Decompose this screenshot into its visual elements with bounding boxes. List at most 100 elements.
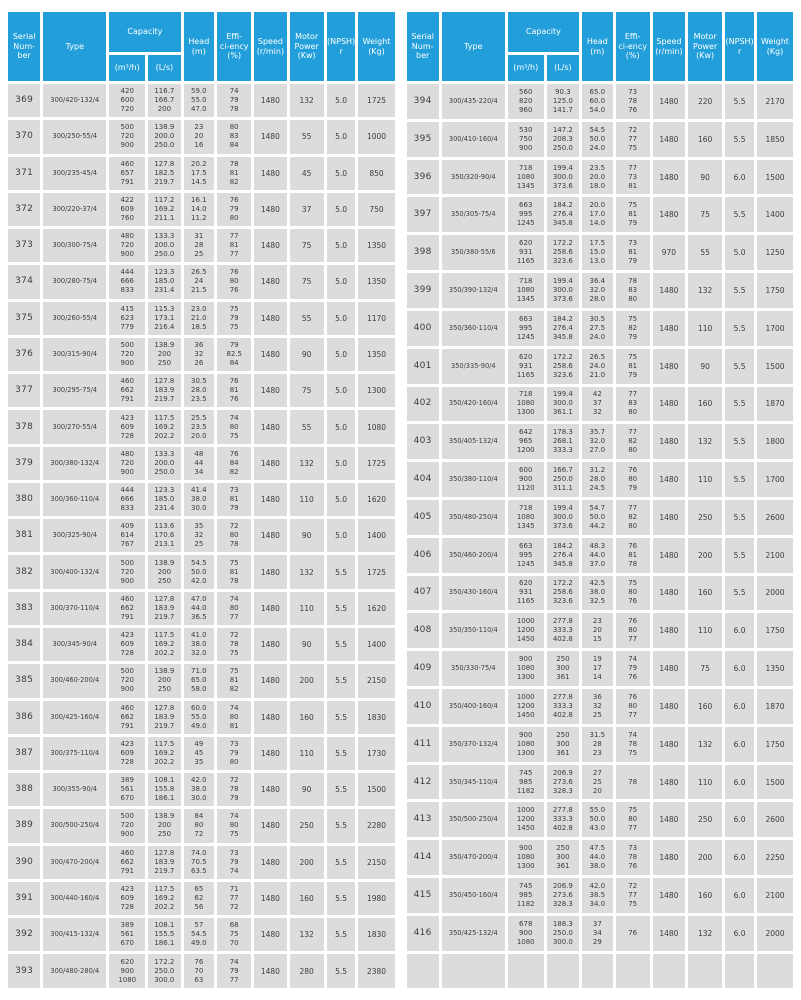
cell-type: 300/345-90/4 — [43, 627, 107, 662]
table-row: 402 350/420-160/4 718 1080 1300 199.4 300.0… — [406, 386, 793, 422]
cell-type: 300/270-55/4 — [43, 410, 107, 444]
cell-power: 110 — [688, 462, 723, 497]
cell-weight: 1400 — [358, 519, 395, 553]
cell-type: 350/335-90/4 — [441, 348, 505, 384]
cell-npsh: 5.0 — [326, 120, 356, 154]
cell-head: 42.0 38.5 34.0 — [582, 878, 613, 913]
cell-power: 132 — [289, 84, 324, 118]
cell-m3h: 1000 1200 1450 — [507, 613, 544, 649]
cell-eff: 76 80 76 — [217, 265, 252, 299]
cell-type: 350/330-75/4 — [441, 651, 505, 686]
cell-power: 160 — [688, 575, 723, 611]
cell-m3h: 500 720 900 — [109, 120, 146, 154]
cell-serial: 400 — [406, 310, 439, 346]
cell-weight: 1170 — [358, 301, 395, 335]
cell-speed: 1480 — [254, 192, 287, 227]
cell-npsh: 5.5 — [326, 881, 356, 916]
cell-ls: 178.3 268.1 333.3 — [546, 424, 580, 460]
cell-m3h: 423 609 728 — [109, 410, 146, 444]
cell-eff: 73 81 79 — [217, 482, 252, 517]
cell-serial: 386 — [8, 700, 41, 734]
cell-weight: 2280 — [358, 809, 395, 843]
cell-ls: 113.6 170.6 213.1 — [148, 519, 181, 553]
cell-head: 36 32 26 — [183, 337, 215, 372]
cell-type: 300/380-132/4 — [43, 446, 107, 480]
cell-speed: 1480 — [254, 918, 287, 952]
cell-m3h: 460 662 791 — [109, 845, 146, 879]
cell-ls: 184.2 276.4 345.8 — [546, 537, 580, 573]
cell-weight: 2380 — [358, 954, 395, 988]
table-row: 369 300/420-132/4 420 600 720 116.7 166.7 2… — [8, 84, 395, 118]
cell-serial: 383 — [8, 591, 41, 625]
table-row: 404 350/380-110/4 600 900 1120 166.7 250.0 … — [406, 462, 793, 497]
cell-m3h: 560 820 960 — [507, 84, 544, 119]
cell-serial: 401 — [406, 348, 439, 384]
cell-type: 300/400-132/4 — [43, 555, 107, 589]
cell-ls: 277.8 333.3 402.8 — [546, 613, 580, 649]
cell-head: 16.1 14.0 11.2 — [183, 192, 215, 227]
cell-head: 59.0 55.0 47.0 — [183, 84, 215, 118]
header-weight: Weight (Kg) — [756, 12, 793, 81]
cell-speed: 1480 — [652, 197, 686, 233]
table-row: 416 350/425-132/4 678 900 1080 188.3 250.0 … — [406, 915, 793, 951]
cell-speed: 1480 — [254, 881, 287, 916]
table-row: 387 300/375-110/4 423 609 728 117.5 169.2 2… — [8, 736, 395, 771]
cell-serial: 394 — [406, 84, 439, 119]
cell-speed: 1480 — [652, 613, 686, 649]
cell-npsh: 5.5 — [725, 197, 754, 233]
cell-ls: 127.8 183.9 219.7 — [148, 374, 181, 408]
cell-head: 65.0 60.0 54.0 — [582, 84, 613, 119]
cell-power: 110 — [289, 591, 324, 625]
cell-serial — [406, 954, 439, 988]
table-row: 399 350/390-132/4 718 1080 1345 199.4 300.0… — [406, 273, 793, 308]
cell-npsh: 5.0 — [326, 84, 356, 118]
cell-m3h: 422 609 760 — [109, 192, 146, 227]
cell-serial: 412 — [406, 764, 439, 800]
table-row: 396 350/320-90/4 718 1080 1345 199.4 300.0 … — [406, 159, 793, 195]
cell-m3h: 718 1080 1300 — [507, 386, 544, 422]
cell-serial: 391 — [8, 881, 41, 916]
cell-m3h: 500 720 900 — [109, 555, 146, 589]
cell-serial: 379 — [8, 446, 41, 480]
cell-m3h: 678 900 1080 — [507, 915, 544, 951]
cell-npsh: 5.5 — [326, 664, 356, 698]
cell-ls: 138.9 200 250 — [148, 555, 181, 589]
cell-speed — [652, 954, 686, 988]
cell-npsh: 5.0 — [326, 374, 356, 408]
header-npsh: (NPSH) r — [725, 12, 754, 81]
cell-speed: 1480 — [254, 265, 287, 299]
cell-weight: 1870 — [756, 386, 793, 422]
cell-eff: 76 80 77 — [615, 689, 650, 724]
cell-ls: 116.7 166.7 200 — [148, 84, 181, 118]
cell-head: 36.4 32.0 28.0 — [582, 273, 613, 308]
cell-serial: 382 — [8, 555, 41, 589]
cell-eff: 78 81 82 — [217, 156, 252, 190]
cell-type: 300/480-280/4 — [43, 954, 107, 988]
cell-npsh: 5.0 — [326, 192, 356, 227]
cell-eff: 71 77 72 — [217, 881, 252, 916]
cell-eff: 76 81 78 — [615, 537, 650, 573]
cell-eff: 78 83 80 — [615, 273, 650, 308]
cell-speed: 1480 — [254, 482, 287, 517]
cell-ls: 108.1 155.8 186.1 — [148, 773, 181, 807]
table-row: 392 300/415-132/4 389 561 670 108.1 155.5 1… — [8, 918, 395, 952]
cell-npsh: 5.5 — [326, 809, 356, 843]
cell-ls: 123.3 185.0 231.4 — [148, 265, 181, 299]
cell-type: 300/370-110/4 — [43, 591, 107, 625]
cell-serial: 393 — [8, 954, 41, 988]
cell-serial: 384 — [8, 627, 41, 662]
cell-serial: 369 — [8, 84, 41, 118]
cell-type: 300/355-90/4 — [43, 773, 107, 807]
cell-eff: 75 81 79 — [615, 348, 650, 384]
cell-eff: 74 80 81 — [217, 700, 252, 734]
cell-m3h: 620 931 1165 — [507, 575, 544, 611]
cell-type: 350/430-160/4 — [441, 575, 505, 611]
cell-m3h: 1000 1200 1450 — [507, 802, 544, 838]
cell-npsh: 5.5 — [326, 627, 356, 662]
header-capacity-m3h: (m³/h) — [507, 55, 544, 81]
pump-spec-table-right: Serial Num- ber Type Capacity Head (m) E… — [404, 9, 797, 991]
cell-weight: 1620 — [358, 482, 395, 517]
table-row: 400 350/360-110/4 663 995 1245 184.2 276.4 … — [406, 310, 793, 346]
cell-ls: 133.3 200.0 250.0 — [148, 229, 181, 263]
cell-speed: 1480 — [254, 700, 287, 734]
